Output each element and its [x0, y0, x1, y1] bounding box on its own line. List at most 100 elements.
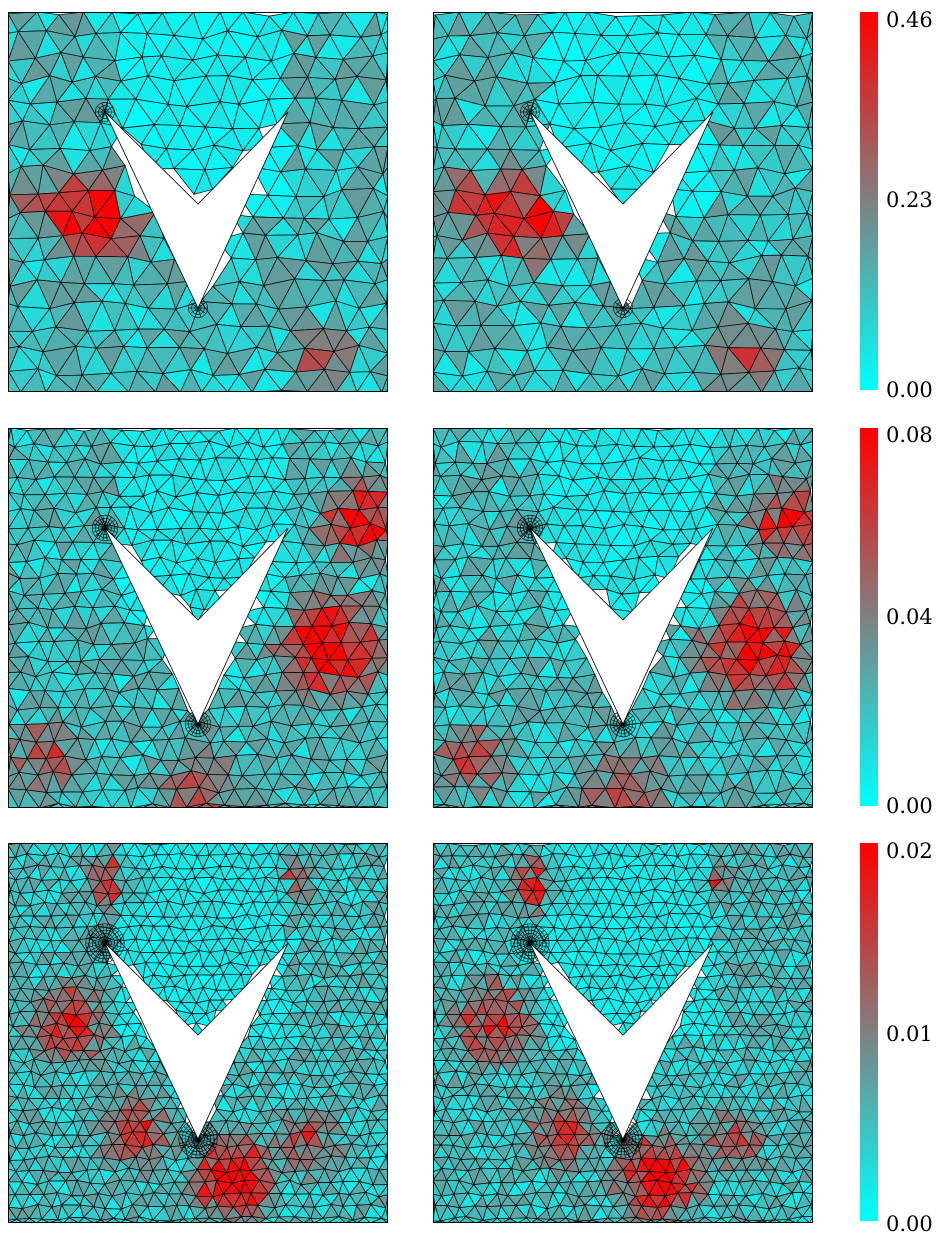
mesh-refinement-edge: [104, 519, 115, 529]
mesh-panel-row2-right: [433, 428, 813, 808]
mesh-refinement-edge: [197, 1138, 206, 1158]
mesh-refinement-edge: [517, 523, 531, 529]
mesh-refinement-edge: [98, 516, 106, 529]
mesh-refinement-edge: [102, 515, 106, 529]
mesh-refinement-edge: [190, 1138, 199, 1158]
mesh-refinement-edge: [180, 1138, 199, 1149]
mesh-refinement-edge: [610, 719, 624, 725]
mesh-refinement-edge: [520, 527, 531, 537]
mesh-refinement-edge: [97, 106, 106, 113]
mesh-refinement-edge: [613, 715, 624, 725]
mesh-refinement-edge: [104, 102, 109, 113]
chevron-hole: [104, 111, 289, 309]
mesh-element: [233, 1216, 245, 1223]
mesh-refinement-edge: [183, 1126, 199, 1140]
mesh-refinement-edge: [622, 723, 633, 733]
colorbar-row2-mid-label: 0.04: [886, 605, 933, 629]
mesh-refinement-edge: [104, 924, 113, 944]
mesh-element: [273, 1216, 290, 1223]
mesh-refinement-edge: [616, 723, 624, 736]
mesh-element: [105, 1218, 122, 1223]
mesh-refinement-edge: [197, 723, 201, 737]
mesh-refinement-edge: [179, 1138, 199, 1144]
mesh-refinement-edge: [86, 938, 106, 944]
mesh-refinement-edge: [619, 307, 624, 318]
mesh-refinement-edge: [197, 307, 206, 314]
mesh-refinement-edge: [523, 527, 531, 540]
colorbar-row2: [860, 428, 878, 806]
mesh-refinement-edge: [522, 106, 531, 113]
mesh-refinement-edge: [104, 923, 108, 944]
mesh-refinement-edge: [186, 1138, 199, 1155]
mesh-refinement-edge: [93, 942, 106, 959]
mesh-refinement-edge: [194, 307, 199, 318]
colorbar-row1-max-label: 0.46: [886, 8, 933, 32]
chevron-hole: [529, 111, 714, 309]
mesh-element: [141, 803, 160, 808]
colorbar-row1-min-label: 0.00: [886, 378, 933, 402]
mesh-refinement-edge: [197, 1126, 213, 1140]
mesh-svg: [433, 843, 813, 1223]
mesh-refinement-edge: [183, 1138, 199, 1152]
mesh-element: [370, 1217, 388, 1223]
mesh-refinement-edge: [104, 523, 118, 529]
mesh-refinement-edge: [104, 942, 124, 948]
panel-border: [8, 12, 388, 392]
mesh-refinement-edge: [622, 719, 636, 725]
mesh-refinement-edge: [622, 302, 631, 309]
mesh-panel-row1-left: [8, 12, 388, 392]
mesh-refinement-edge: [102, 527, 106, 541]
mesh-refinement-edge: [93, 927, 106, 944]
mesh-element: [288, 1216, 305, 1223]
mesh-refinement-edge: [197, 1138, 213, 1152]
mesh-refinement-edge: [104, 515, 108, 529]
mesh-refinement-edge: [529, 102, 534, 113]
mesh-element: [326, 1216, 346, 1223]
mesh-refinement-edge: [104, 942, 123, 953]
mesh-svg: [433, 12, 813, 392]
mesh-refinement-edge: [97, 111, 106, 118]
mesh-refinement-edge: [104, 942, 108, 963]
mesh-refinement-edge: [104, 527, 108, 541]
mesh-element: [47, 803, 65, 808]
mesh-refinement-edge: [527, 527, 531, 541]
mesh-refinement-edge: [197, 715, 208, 725]
mesh-refinement-edge: [197, 1129, 216, 1140]
mesh-refinement: [516, 514, 637, 738]
mesh-refinement-edge: [622, 723, 626, 737]
mesh-refinement-edge: [185, 719, 199, 725]
mesh-refinement-edge: [188, 715, 199, 725]
mesh-refinement-edge: [613, 723, 624, 733]
mesh-triangles: [8, 843, 388, 1223]
mesh-element: [202, 1217, 221, 1223]
mesh-refinement-edge: [522, 111, 531, 118]
mesh-element: [791, 802, 813, 808]
mesh-element: [259, 948, 273, 967]
mesh-refinement-edge: [90, 942, 106, 956]
mesh-refinement-edge: [185, 723, 199, 729]
mesh-refinement-edge: [97, 924, 106, 944]
mesh-refinement-edge: [188, 723, 199, 733]
mesh-element: [135, 1216, 149, 1223]
mesh-refinement-edge: [104, 106, 113, 113]
mesh-refinement-edge: [517, 527, 531, 533]
mesh-panel-row3-left: [8, 843, 388, 1223]
mesh-refinement: [85, 923, 218, 1159]
mesh-svg: [433, 428, 813, 808]
mesh-element: [356, 1216, 371, 1223]
mesh-refinement-edge: [610, 723, 624, 729]
mesh-refinement-edge: [191, 723, 199, 736]
mesh-triangles: [8, 428, 388, 808]
mesh-refinement-edge: [529, 523, 543, 529]
mesh-refinement-edge: [104, 933, 123, 944]
colorbar-row1: [860, 12, 878, 390]
mesh-svg: [8, 12, 388, 392]
mesh-refinement-edge: [622, 715, 633, 725]
mesh-element: [189, 1218, 204, 1223]
mesh-refinement-edge: [190, 307, 199, 314]
mesh-refinement-edge: [92, 523, 106, 529]
mesh-element: [641, 143, 670, 174]
mesh-refinement-edge: [195, 1138, 199, 1159]
mesh-refinement-edge: [197, 1138, 216, 1149]
mesh-element: [212, 144, 244, 169]
